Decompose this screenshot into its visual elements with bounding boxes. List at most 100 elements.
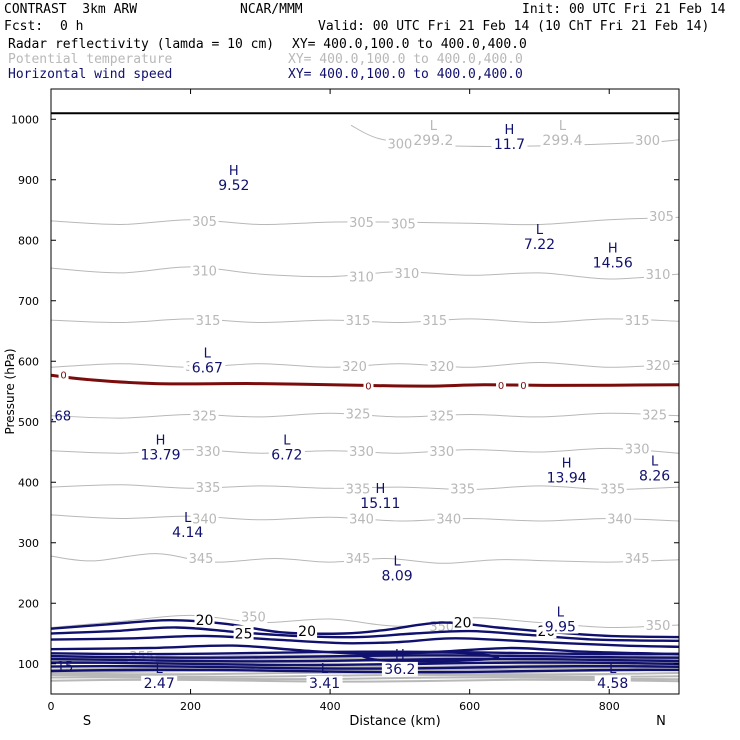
- extremum-value-bg: [379, 568, 416, 583]
- theta-label-350: 350: [646, 619, 671, 634]
- theta-label-300: 300: [387, 137, 412, 152]
- wind-label-25: 25: [235, 627, 253, 643]
- theta-label-315-bg: [344, 312, 373, 328]
- theta-label-335: 335: [600, 482, 625, 497]
- extremum-value-bg: [141, 675, 178, 690]
- theta-contours: 345 345 345 340 340 340 340 335 335 335 335 330 330 3…: [50, 124, 680, 683]
- theta-label-330-bg: [623, 440, 652, 456]
- theta-label-300-bg: [385, 135, 414, 151]
- y-tick-label: 500: [18, 416, 39, 429]
- theta-label-350-bg: [239, 608, 268, 624]
- extremum-value: 11.7: [494, 137, 525, 153]
- theta-label-330: 330: [196, 445, 221, 460]
- legend-theta-xy: XY= 400.0,100.0 to 400.0,400.0: [288, 52, 523, 67]
- extremum-value: 13.79: [141, 448, 181, 464]
- wind-jet-line: [50, 654, 680, 659]
- extremum-value: 9.52: [218, 178, 249, 194]
- legend-reflectivity-xy: XY= 400.0,100.0 to 400.0,400.0: [292, 37, 527, 52]
- extremum-value: 8.09: [382, 569, 413, 585]
- extremum-L: L: [557, 606, 565, 621]
- theta-label-325: 325: [429, 410, 454, 425]
- theta-label-345-bg: [623, 549, 652, 565]
- theta-label-325: 325: [346, 407, 371, 422]
- theta-label-345: 345: [346, 552, 371, 567]
- extremum-value-bg: [411, 133, 456, 148]
- extremum-value-bg: [636, 468, 673, 483]
- extremum-L: L: [184, 511, 192, 526]
- theta-label-315-bg: [420, 312, 449, 328]
- extremum-H: H: [229, 164, 239, 179]
- theta-label-320: 320: [429, 360, 454, 375]
- extremum-value-bg: [138, 447, 183, 462]
- zero-label: 0: [60, 371, 66, 382]
- theta-label-305: 305: [192, 215, 217, 230]
- legend-wind-name: Horizontal wind speed: [8, 67, 173, 82]
- extremum-value: 2.47: [144, 676, 175, 692]
- extremum-value: 6.67: [192, 361, 223, 377]
- theta-label-305: 305: [649, 210, 674, 225]
- theta-label-300-bg: [633, 131, 662, 147]
- zero-label-bg: [363, 379, 374, 392]
- wind-label-20-bg: [452, 614, 473, 630]
- theta-label-315-bg: [623, 312, 652, 328]
- theta-label-325-bg: [190, 407, 219, 423]
- north-label: N: [656, 714, 666, 729]
- theta-label-310: 310: [646, 268, 671, 283]
- theta-label-345-bg: [187, 549, 216, 565]
- wind-label-20-bg: [194, 612, 215, 628]
- theta-label-300: 300: [635, 134, 660, 149]
- extremum-value: 14.56: [593, 255, 633, 271]
- theta-label-340: 340: [436, 513, 461, 528]
- extremum-value: 9.95: [545, 620, 576, 636]
- x-tick-label: 200: [180, 700, 201, 713]
- theta-label-330: 330: [625, 442, 650, 457]
- theta-label-320-bg: [427, 358, 456, 374]
- extremum-value-bg: [381, 661, 418, 676]
- theta-label-335-bg: [194, 479, 222, 495]
- wind-jet-line: [50, 664, 680, 670]
- theta-label-310-bg: [347, 268, 376, 284]
- extremum-value: 15.11: [360, 496, 400, 512]
- theta-label-345: 345: [189, 552, 214, 567]
- theta-label-305-bg: [190, 212, 219, 228]
- theta-label-330: 330: [429, 445, 454, 460]
- theta-label-350-bg: [644, 617, 673, 633]
- extremum-value-bg: [491, 136, 528, 151]
- extremum-L: L: [609, 662, 617, 677]
- wind-label-20: 20: [196, 613, 214, 629]
- extremum-L: L: [430, 119, 438, 134]
- theta-label-340-bg: [434, 510, 463, 526]
- theta-label-310-bg: [644, 266, 673, 282]
- theta-label-335-bg: [344, 480, 373, 496]
- wind-contour-25: [50, 626, 680, 642]
- valid-time: Valid: 00 UTC Fri 21 Feb 14 (10 ChT Fri …: [318, 19, 710, 34]
- y-tick-label: 200: [18, 597, 39, 610]
- extremum-H: H: [608, 241, 618, 256]
- theta-label-315: 315: [346, 314, 371, 329]
- plot-frame: [50, 88, 680, 695]
- extremum-L: L: [283, 434, 291, 449]
- extremum-value-bg: [521, 237, 558, 252]
- theta-label-310: 310: [394, 267, 419, 282]
- theta-label-320-bg: [340, 358, 369, 374]
- extremum-H: H: [395, 648, 405, 663]
- extremum-value: 8.26: [639, 468, 670, 484]
- model-title: CONTRAST 3km ARW: [4, 2, 138, 17]
- theta-label-340: 340: [607, 513, 632, 528]
- x-tick-label: 0: [48, 700, 55, 713]
- y-axis-label: Pressure (hPa): [3, 348, 17, 434]
- legend-theta-name: Potential temperature: [8, 52, 173, 67]
- extremum-L: L: [204, 347, 212, 362]
- y-tick-label: 600: [18, 355, 39, 368]
- theta-label-305: 305: [349, 216, 374, 231]
- theta-label-340: 340: [349, 513, 374, 528]
- wind-jet-line: [50, 657, 680, 663]
- y-tick-label: 300: [18, 537, 39, 550]
- theta-label-320: 320: [646, 359, 671, 374]
- wind-jet-line: [50, 661, 680, 667]
- theta-label-325-bg: [344, 405, 373, 421]
- theta-label-320: 320: [342, 360, 367, 375]
- x-axis-label: Distance (km): [349, 714, 440, 729]
- theta-label-335-bg: [598, 480, 627, 496]
